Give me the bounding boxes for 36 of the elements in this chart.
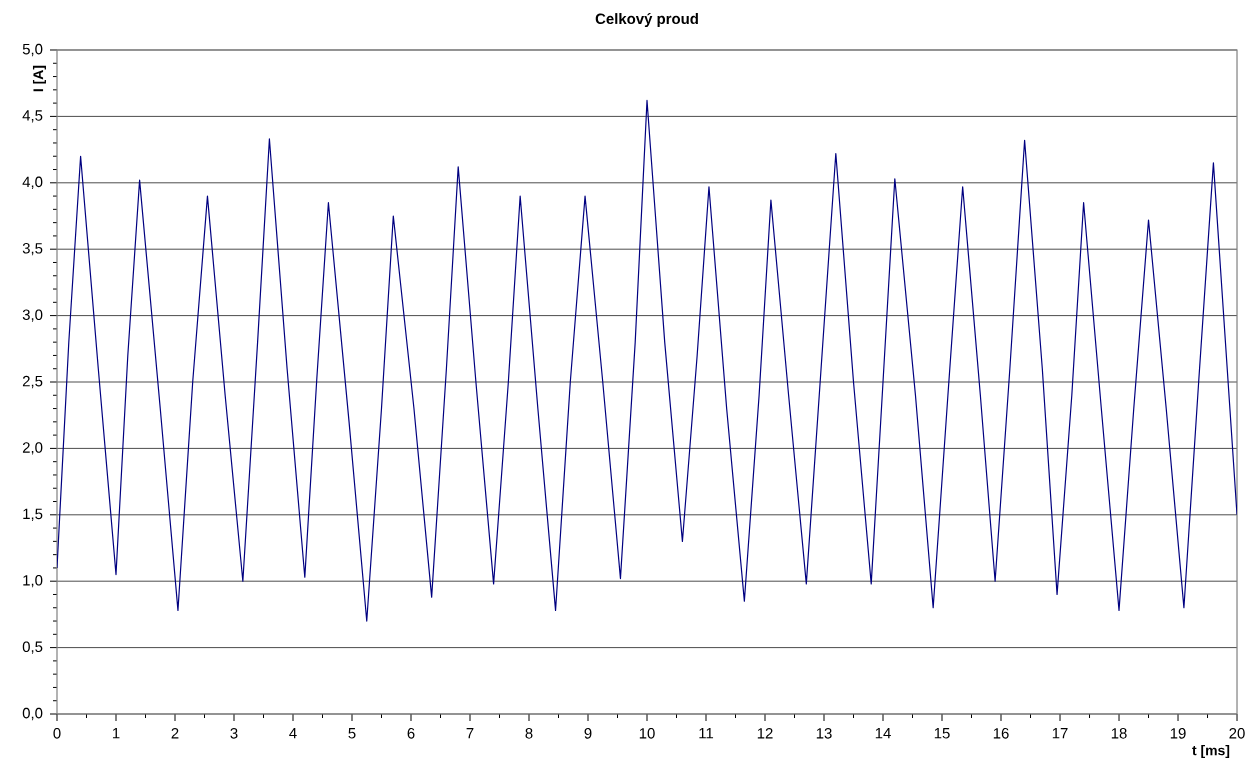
x-tick-label: 17 xyxy=(1052,728,1068,739)
x-tick-label: 6 xyxy=(407,728,415,739)
chart-title: Celkový proud xyxy=(595,12,698,27)
x-tick-label: 18 xyxy=(1111,728,1127,739)
x-tick-label: 0 xyxy=(53,728,61,739)
x-tick-label: 3 xyxy=(230,728,238,739)
x-tick-label: 14 xyxy=(875,728,891,739)
line-series xyxy=(57,99,1238,622)
x-tick-label: 7 xyxy=(466,728,474,739)
y-tick-label: 1,0 xyxy=(23,575,43,588)
x-tick-label: 16 xyxy=(993,728,1009,739)
x-tick-label: 13 xyxy=(816,728,832,739)
y-tick-label: 2,0 xyxy=(22,442,43,455)
y-tick-label: 4,0 xyxy=(22,176,43,189)
x-tick-label: 20 xyxy=(1229,728,1245,739)
x-tick-label: 10 xyxy=(639,728,655,739)
x-tick-label: 9 xyxy=(584,728,592,739)
y-tick-label: 3,0 xyxy=(22,309,43,322)
x-tick-label: 12 xyxy=(757,728,773,739)
y-tick-label: 5,0 xyxy=(22,43,43,57)
y-tick-label: 3,5 xyxy=(22,243,43,256)
y-tick-label: 0,5 xyxy=(22,641,43,654)
x-tick-label: 19 xyxy=(1170,728,1186,739)
x-tick-label: 5 xyxy=(348,728,356,739)
x-tick-label: 4 xyxy=(289,728,297,739)
y-tick-label: 0,0 xyxy=(22,707,43,721)
x-tick-label: 8 xyxy=(525,728,533,739)
x-tick-label: 15 xyxy=(934,728,950,739)
x-tick-label: 2 xyxy=(171,728,179,739)
x-tick-label: 11 xyxy=(699,728,714,739)
y-tick-label: 1,5 xyxy=(23,508,43,521)
y-axis-title: I [A] xyxy=(32,65,46,92)
x-tick-label: 1 xyxy=(112,728,120,739)
y-tick-label: 4,5 xyxy=(22,110,43,123)
x-axis-title: t [ms] xyxy=(1192,745,1230,759)
y-tick-label: 2,5 xyxy=(22,375,43,389)
